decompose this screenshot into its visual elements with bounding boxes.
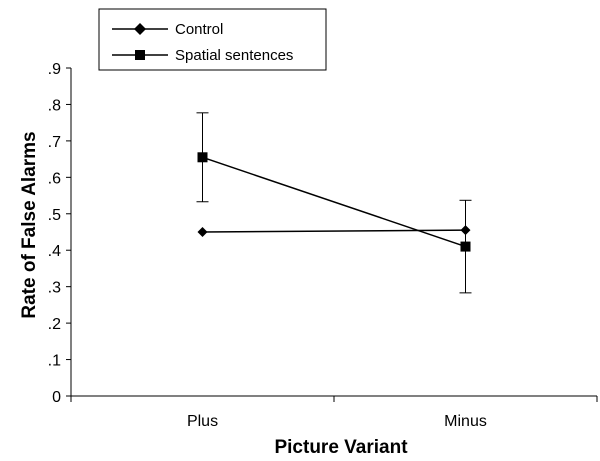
legend-marker-control bbox=[134, 23, 146, 35]
y-tick-label: .2 bbox=[48, 316, 61, 333]
data-point-spatial-sentences bbox=[460, 241, 471, 252]
legend: Control Spatial sentences bbox=[98, 8, 327, 71]
x-axis-title: Picture Variant bbox=[274, 437, 408, 458]
y-tick-label: .7 bbox=[48, 134, 61, 151]
y-tick-label: .1 bbox=[48, 353, 61, 370]
legend-label-spatial: Spatial sentences bbox=[175, 47, 293, 64]
data-point-control bbox=[197, 227, 208, 237]
axes: 0 .1 .2 .3 .4 .5 .6 .7 .8 .9 Plus Minus bbox=[48, 61, 598, 430]
y-tick-label: 0 bbox=[52, 389, 61, 406]
x-tick-label: Plus bbox=[187, 413, 218, 430]
y-tick-label: .4 bbox=[48, 243, 61, 260]
y-tick-label: .6 bbox=[48, 170, 61, 187]
x-tick-label: Minus bbox=[444, 413, 487, 430]
data-point-spatial-sentences bbox=[197, 152, 208, 163]
legend-marker-spatial bbox=[135, 50, 145, 60]
plot-marks bbox=[196, 112, 472, 294]
y-tick-label: .3 bbox=[48, 280, 61, 297]
legend-label-control: Control bbox=[175, 21, 223, 38]
series-line-spatial-sentences bbox=[202, 156, 466, 248]
y-axis-title: Rate of False Alarms bbox=[19, 131, 40, 318]
y-tick-label: .9 bbox=[48, 61, 61, 78]
y-tick-label: .8 bbox=[48, 97, 61, 114]
series-line-control bbox=[202, 229, 466, 233]
y-tick-label: .5 bbox=[48, 207, 61, 224]
